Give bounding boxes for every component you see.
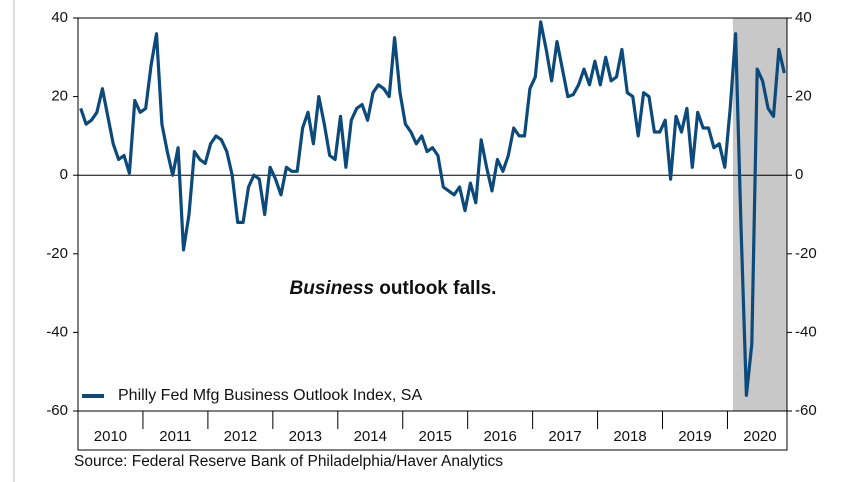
x-tick-label: 2017: [548, 428, 581, 445]
x-tick-label: 2011: [159, 428, 191, 445]
y2-tick-label: -60: [795, 402, 817, 419]
y2-tick-label: 40: [795, 9, 812, 26]
x-axis-frame: [77, 410, 788, 451]
y-tick-label: -60: [46, 402, 68, 419]
x-tick-label: 2010: [94, 428, 127, 445]
annotation-emphasis: Business: [290, 278, 374, 299]
x-tick-label: 2016: [483, 428, 516, 445]
annotation-text: outlook falls.: [379, 278, 496, 299]
y-tick-label: -40: [46, 323, 68, 340]
x-tick-label: 2012: [224, 428, 257, 445]
legend-label: Philly Fed Mfg Business Outlook Index, S…: [118, 387, 422, 404]
x-tick-label: 2020: [743, 428, 776, 445]
y2-tick-label: 0: [795, 166, 803, 183]
x-tick-label: 2019: [678, 428, 711, 445]
data-line: [79, 20, 786, 397]
y-tick-label: -20: [46, 245, 68, 262]
y-tick-label: 20: [51, 88, 68, 105]
y2-tick-label: -40: [795, 323, 817, 340]
x-tick-label: 2018: [613, 428, 646, 445]
annotation: Business outlook falls.: [290, 278, 497, 299]
y-tick-label: 0: [60, 166, 68, 183]
x-tick-label: 2015: [419, 428, 452, 445]
x-tick-label: 2014: [354, 428, 387, 445]
y2-tick-label: 20: [795, 88, 812, 105]
source: Source: Federal Reserve Bank of Philadel…: [74, 453, 503, 470]
x-tick-label: 2013: [289, 428, 322, 445]
y2-tick-label: -20: [795, 245, 817, 262]
y-tick-label: 40: [51, 9, 68, 26]
